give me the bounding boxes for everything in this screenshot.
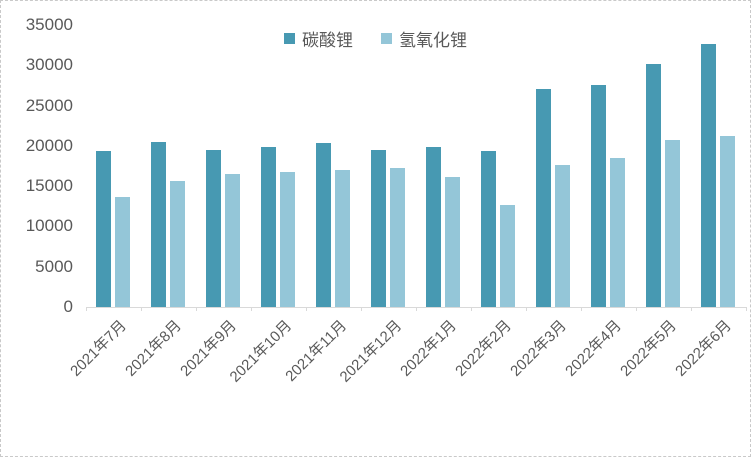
bar-碳酸锂-2022年1月 (426, 147, 441, 307)
bar-氢氧化锂-2021年7月 (115, 197, 130, 307)
plot-area (86, 25, 747, 311)
x-tick-label: 2022年6月 (672, 317, 736, 380)
bar-氢氧化锂-2021年12月 (390, 168, 405, 307)
y-tick-label: 20000 (25, 135, 73, 155)
bar-氢氧化锂-2021年9月 (225, 174, 240, 307)
chart-legend: 碳酸锂 氢氧化锂 (1, 26, 750, 51)
x-axis-tick (691, 307, 692, 311)
y-tick-label: 0 (63, 297, 73, 316)
x-tick-label: 2022年3月 (507, 317, 571, 380)
bar-氢氧化锂-2022年5月 (665, 140, 680, 307)
x-axis-tick (86, 307, 87, 311)
x-axis-tick (196, 307, 197, 311)
y-tick-label: 35000 (25, 15, 73, 34)
x-tick-label: 2022年1月 (397, 317, 461, 380)
bar-氢氧化锂-2022年2月 (500, 205, 515, 307)
x-tick-label: 2022年5月 (617, 317, 681, 380)
bar-碳酸锂-2021年9月 (206, 150, 221, 307)
bar-氢氧化锂-2021年10月 (280, 172, 295, 307)
y-tick-label: 5000 (35, 256, 73, 276)
x-axis-tick (251, 307, 252, 311)
legend-swatch-icon (284, 33, 295, 44)
bar-碳酸锂-2021年11月 (316, 143, 331, 307)
y-tick-label: 30000 (25, 55, 73, 75)
x-axis-tick (746, 307, 747, 311)
bar-碳酸锂-2021年10月 (261, 147, 276, 307)
legend-item: 氢氧化锂 (381, 26, 467, 51)
bar-碳酸锂-2022年2月 (481, 151, 496, 307)
legend-swatch-icon (381, 33, 392, 44)
bar-碳酸锂-2021年8月 (151, 142, 166, 307)
bar-氢氧化锂-2022年1月 (445, 177, 460, 307)
legend-label: 氢氧化锂 (399, 31, 467, 50)
x-axis-tick (526, 307, 527, 311)
legend-item: 碳酸锂 (284, 26, 353, 51)
y-tick-label: 10000 (25, 216, 73, 236)
bar-氢氧化锂-2022年3月 (555, 165, 570, 307)
x-axis-tick (581, 307, 582, 311)
bar-碳酸锂-2022年4月 (591, 85, 606, 307)
bar-碳酸锂-2022年3月 (536, 89, 551, 307)
bar-氢氧化锂-2021年11月 (335, 170, 350, 307)
bar-氢氧化锂-2022年4月 (610, 158, 625, 307)
bar-氢氧化锂-2021年8月 (170, 181, 185, 307)
x-tick-label: 2021年8月 (122, 317, 186, 380)
x-axis-tick (636, 307, 637, 311)
x-axis-tick (141, 307, 142, 311)
x-tick-label: 2021年7月 (67, 317, 131, 380)
x-axis-tick (361, 307, 362, 311)
x-axis-tick (416, 307, 417, 311)
x-tick-label: 2022年4月 (562, 317, 626, 380)
x-axis-tick (471, 307, 472, 311)
bar-碳酸锂-2021年7月 (96, 151, 111, 307)
x-tick-label: 2022年2月 (452, 317, 516, 380)
x-axis-tick (306, 307, 307, 311)
y-tick-label: 25000 (25, 95, 73, 115)
bar-碳酸锂-2021年12月 (371, 150, 386, 307)
bar-氢氧化锂-2022年6月 (720, 136, 735, 307)
bar-碳酸锂-2022年6月 (701, 44, 716, 307)
legend-label: 碳酸锂 (302, 31, 353, 50)
bar-碳酸锂-2022年5月 (646, 64, 661, 307)
y-tick-label: 15000 (25, 176, 73, 196)
